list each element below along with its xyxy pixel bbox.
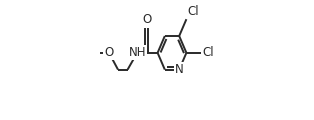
- Text: Cl: Cl: [188, 5, 199, 18]
- Text: N: N: [175, 63, 184, 76]
- Text: Cl: Cl: [202, 46, 214, 59]
- Text: NH: NH: [128, 46, 146, 59]
- Text: O: O: [142, 13, 151, 26]
- Text: O: O: [104, 46, 114, 59]
